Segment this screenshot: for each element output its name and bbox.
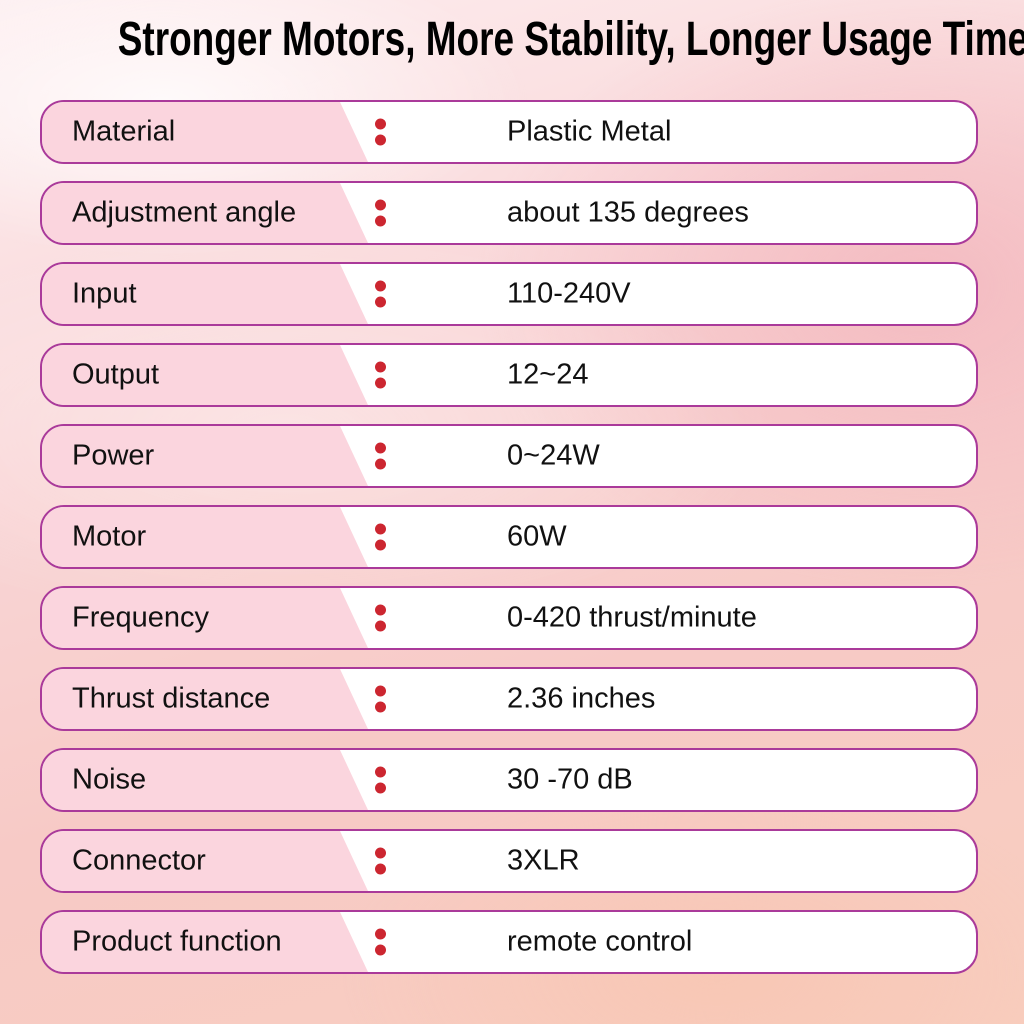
spec-label: Adjustment angle — [72, 196, 297, 229]
spec-label: Noise — [72, 763, 147, 796]
colon-dots-icon — [375, 442, 386, 470]
spec-label: Connector — [72, 844, 206, 877]
colon-dots-icon — [375, 928, 386, 956]
spec-label: Material — [72, 115, 176, 148]
spec-row-product-function: Product function remote control — [40, 910, 978, 974]
spec-value: remote control — [507, 925, 693, 958]
spec-row-output: Output 12~24 — [40, 343, 978, 407]
spec-row-motor: Motor 60W — [40, 505, 978, 569]
spec-value: 110-240V — [507, 277, 631, 310]
row-label-background — [42, 912, 368, 972]
colon-dots-icon — [375, 847, 386, 875]
spec-label: Product function — [72, 925, 282, 958]
spec-value: 3XLR — [507, 844, 580, 877]
spec-row-power: Power 0~24W — [40, 424, 978, 488]
colon-dots-icon — [375, 361, 386, 389]
spec-row-thrust-distance: Thrust distance 2.36 inches — [40, 667, 978, 731]
spec-value: 12~24 — [507, 358, 589, 391]
row-label-background — [42, 426, 368, 486]
colon-dots-icon — [375, 280, 386, 308]
spec-label: Input — [72, 277, 137, 310]
spec-row-material: Material Plastic Metal — [40, 100, 978, 164]
spec-row-noise: Noise 30 -70 dB — [40, 748, 978, 812]
spec-value: Plastic Metal — [507, 115, 672, 148]
spec-value: 30 -70 dB — [507, 763, 633, 796]
page-title: Stronger Motors, More Stability, Longer … — [117, 13, 1024, 66]
spec-row-input: Input 110-240V — [40, 262, 978, 326]
colon-dots-icon — [375, 685, 386, 713]
spec-value: 0~24W — [507, 439, 600, 472]
spec-row-frequency: Frequency 0-420 thrust/minute — [40, 586, 978, 650]
spec-label: Thrust distance — [72, 682, 271, 715]
spec-label: Motor — [72, 520, 147, 553]
colon-dots-icon — [375, 766, 386, 794]
colon-dots-icon — [375, 523, 386, 551]
row-label-background — [42, 183, 368, 243]
row-label-background — [42, 345, 368, 405]
spec-label: Frequency — [72, 601, 210, 634]
spec-table: Material Plastic Metal Adjustment angle … — [40, 100, 978, 991]
spec-row-connector: Connector 3XLR — [40, 829, 978, 893]
row-label-background — [42, 264, 368, 324]
row-label-background — [42, 507, 368, 567]
spec-value: 2.36 inches — [507, 682, 656, 715]
spec-label: Power — [72, 439, 155, 472]
row-label-background — [42, 588, 368, 648]
spec-value: about 135 degrees — [507, 196, 749, 229]
row-label-background — [42, 750, 368, 810]
colon-dots-icon — [375, 118, 386, 146]
row-label-background — [42, 102, 368, 162]
row-label-background — [42, 831, 368, 891]
spec-label: Output — [72, 358, 160, 391]
spec-value: 0-420 thrust/minute — [507, 601, 757, 634]
colon-dots-icon — [375, 199, 386, 227]
row-label-background — [42, 669, 368, 729]
spec-value: 60W — [507, 520, 567, 553]
colon-dots-icon — [375, 604, 386, 632]
spec-row-adjustment-angle: Adjustment angle about 135 degrees — [40, 181, 978, 245]
